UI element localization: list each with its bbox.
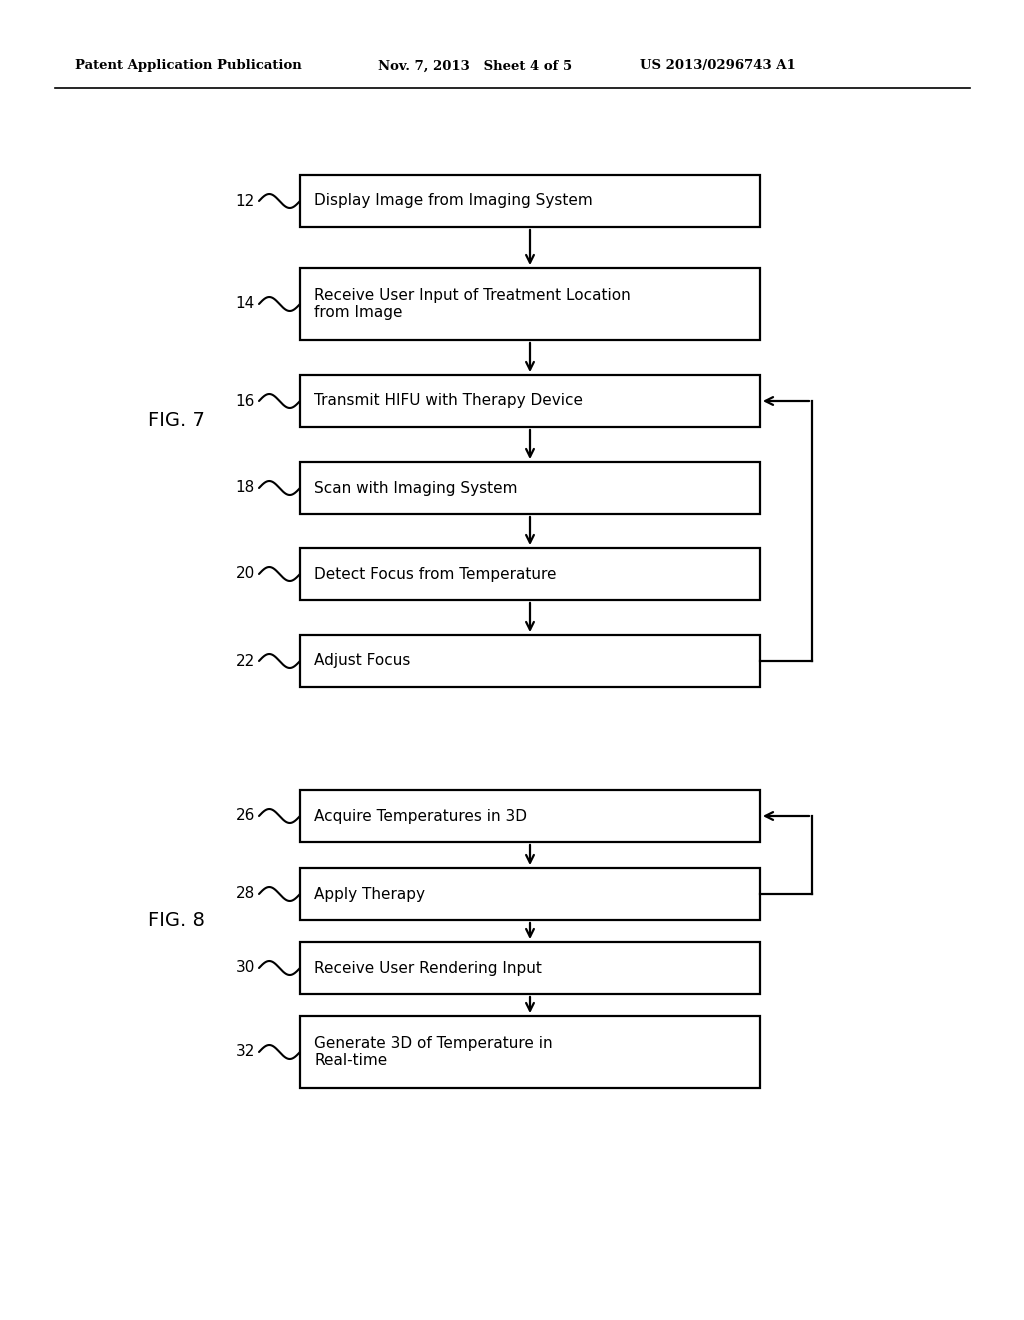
- Bar: [300, 635, 760, 686]
- Text: Nov. 7, 2013   Sheet 4 of 5: Nov. 7, 2013 Sheet 4 of 5: [378, 59, 572, 73]
- Text: Receive User Rendering Input: Receive User Rendering Input: [314, 961, 542, 975]
- Text: Detect Focus from Temperature: Detect Focus from Temperature: [314, 566, 556, 582]
- Text: Apply Therapy: Apply Therapy: [314, 887, 425, 902]
- Text: US 2013/0296743 A1: US 2013/0296743 A1: [640, 59, 796, 73]
- Bar: [300, 375, 760, 426]
- Text: 18: 18: [236, 480, 255, 495]
- Bar: [300, 548, 760, 601]
- Bar: [300, 869, 760, 920]
- Text: 32: 32: [236, 1044, 255, 1060]
- Text: Generate 3D of Temperature in
Real-time: Generate 3D of Temperature in Real-time: [314, 1036, 553, 1068]
- Text: 28: 28: [236, 887, 255, 902]
- Bar: [300, 789, 760, 842]
- Bar: [300, 462, 760, 513]
- Text: Acquire Temperatures in 3D: Acquire Temperatures in 3D: [314, 808, 527, 824]
- Text: Adjust Focus: Adjust Focus: [314, 653, 411, 668]
- Bar: [300, 268, 760, 341]
- Text: 20: 20: [236, 566, 255, 582]
- Text: 26: 26: [236, 808, 255, 824]
- Text: FIG. 7: FIG. 7: [148, 411, 205, 429]
- Bar: [300, 176, 760, 227]
- Text: 16: 16: [236, 393, 255, 408]
- Text: 22: 22: [236, 653, 255, 668]
- Text: 30: 30: [236, 961, 255, 975]
- Text: 14: 14: [236, 297, 255, 312]
- Bar: [300, 1016, 760, 1088]
- Text: Transmit HIFU with Therapy Device: Transmit HIFU with Therapy Device: [314, 393, 583, 408]
- Text: FIG. 8: FIG. 8: [148, 911, 205, 929]
- Bar: [300, 942, 760, 994]
- Text: Receive User Input of Treatment Location
from Image: Receive User Input of Treatment Location…: [314, 288, 631, 321]
- Text: 12: 12: [236, 194, 255, 209]
- Text: Scan with Imaging System: Scan with Imaging System: [314, 480, 517, 495]
- Text: Patent Application Publication: Patent Application Publication: [75, 59, 302, 73]
- Text: Display Image from Imaging System: Display Image from Imaging System: [314, 194, 593, 209]
